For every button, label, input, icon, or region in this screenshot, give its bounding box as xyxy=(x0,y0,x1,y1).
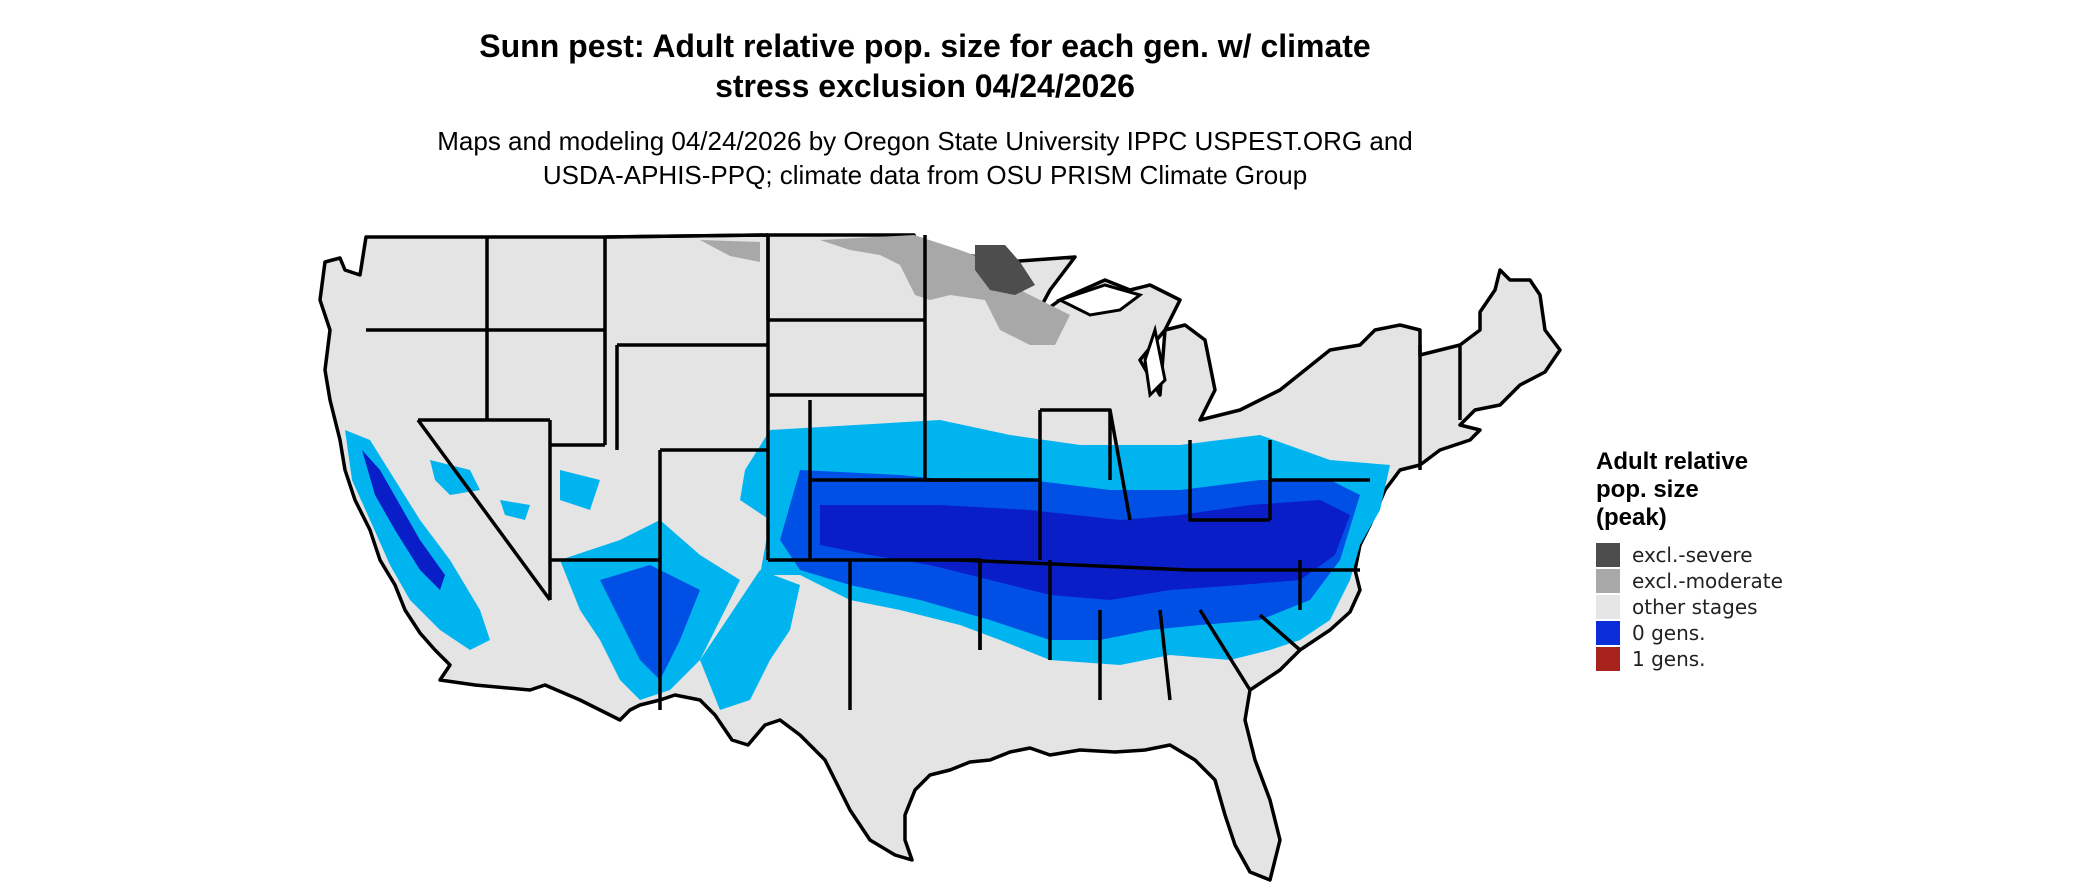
dark-blue-california xyxy=(362,450,445,590)
legend-title-line-3: (peak) xyxy=(1596,504,1667,531)
map-title: Sunn pest: Adult relative pop. size for … xyxy=(0,26,1850,106)
legend-item-0-gens: 0 gens. xyxy=(1596,620,1783,646)
legend-label: excl.-severe xyxy=(1632,543,1753,567)
mid-blue-southwest xyxy=(600,565,700,680)
legend-list: excl.-severe excl.-moderate other stages… xyxy=(1596,542,1783,672)
legend-swatch xyxy=(1596,595,1620,619)
excl-moderate-north xyxy=(700,240,760,262)
excl-severe-mn xyxy=(975,245,1035,295)
legend-label: excl.-moderate xyxy=(1632,569,1783,593)
excl-moderate-mn xyxy=(820,235,1070,345)
title-line-2: stress exclusion 04/24/2026 xyxy=(715,68,1135,104)
legend-title-line-2: pop. size xyxy=(1596,476,1699,503)
legend-item-1-gens: 1 gens. xyxy=(1596,646,1783,672)
subtitle-line-2: USDA-APHIS-PPQ; climate data from OSU PR… xyxy=(542,160,1308,190)
state-borders xyxy=(366,233,1462,710)
legend-item-other-stages: other stages xyxy=(1596,594,1783,620)
title-line-1: Sunn pest: Adult relative pop. size for … xyxy=(479,28,1371,64)
legend-swatch xyxy=(1596,543,1620,567)
legend-title: Adult relative pop. size (peak) xyxy=(1596,448,1783,532)
light-blue-texas xyxy=(700,570,800,710)
legend-swatch xyxy=(1596,621,1620,645)
light-blue-great-basin xyxy=(430,460,600,520)
legend-label: 1 gens. xyxy=(1632,647,1706,671)
legend-label: 0 gens. xyxy=(1632,621,1706,645)
legend-label: other stages xyxy=(1632,595,1758,619)
dark-blue-band xyxy=(820,500,1350,600)
legend-item-excl-severe: excl.-severe xyxy=(1596,542,1783,568)
great-lakes xyxy=(1056,283,1167,399)
subtitle-line-1: Maps and modeling 04/24/2026 by Oregon S… xyxy=(437,126,1413,156)
legend-swatch xyxy=(1596,647,1620,671)
map-subtitle: Maps and modeling 04/24/2026 by Oregon S… xyxy=(0,124,1850,192)
legend-swatch xyxy=(1596,569,1620,593)
legend-item-excl-moderate: excl.-moderate xyxy=(1596,568,1783,594)
legend: Adult relative pop. size (peak) excl.-se… xyxy=(1596,448,1783,672)
legend-title-line-1: Adult relative xyxy=(1596,448,1749,475)
